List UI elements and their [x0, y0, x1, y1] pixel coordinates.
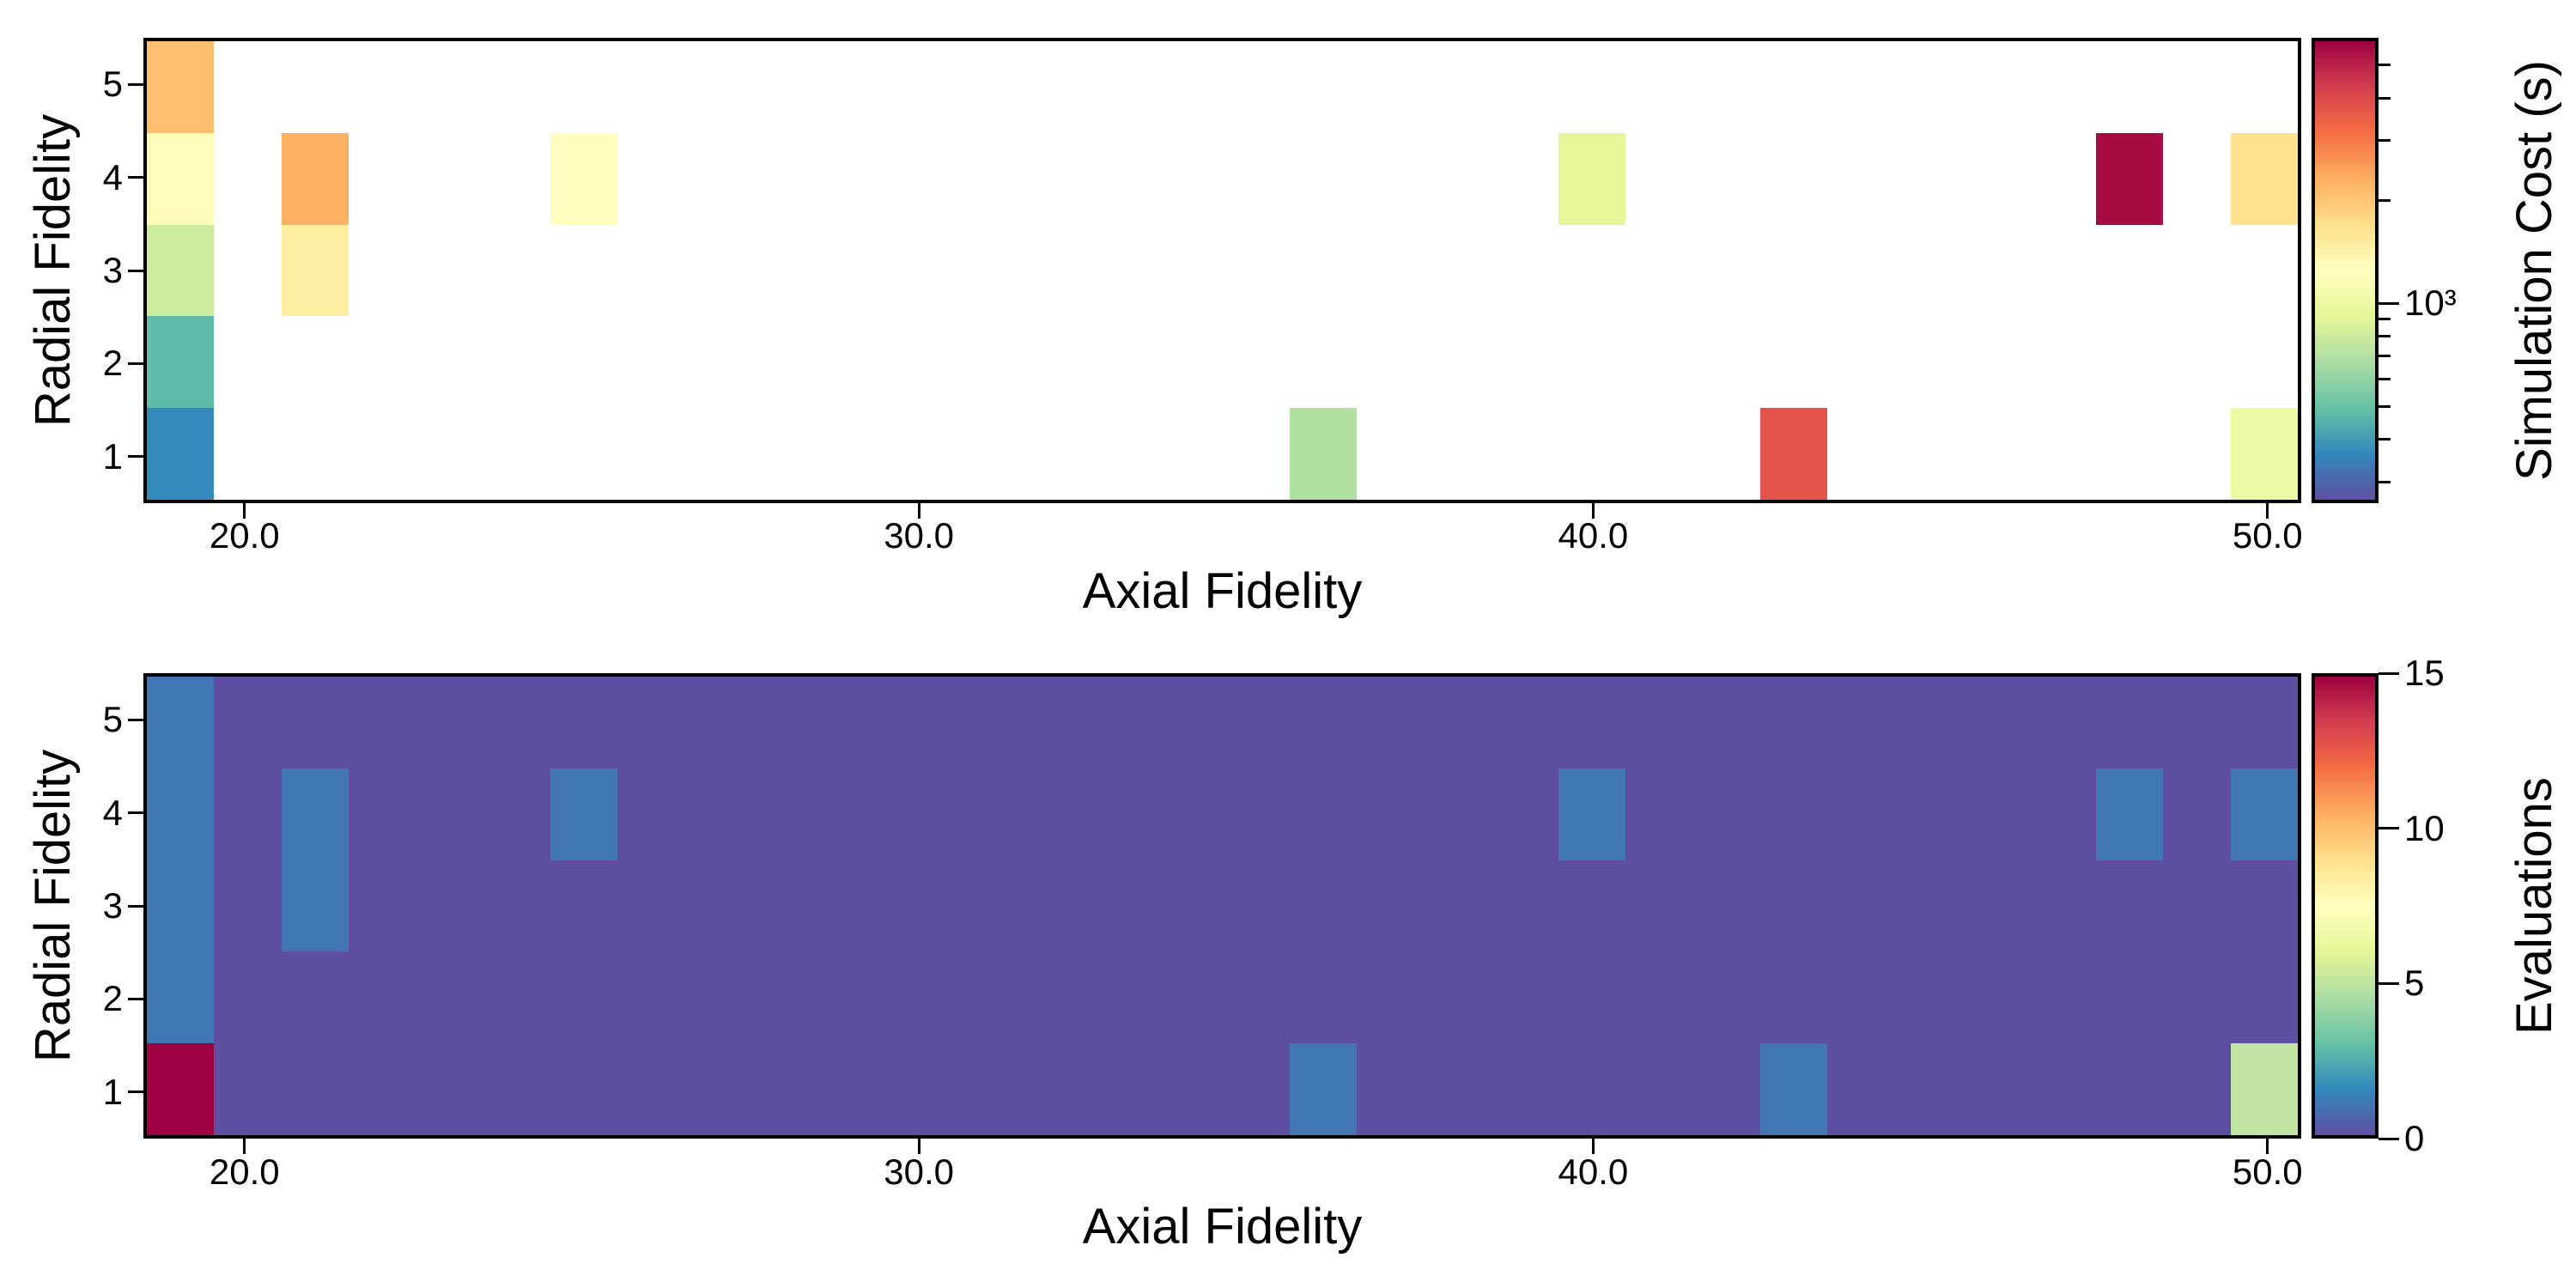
colorbar-minor-tick-500 — [2379, 404, 2391, 408]
colorbar-label-evaluations: Evaluations — [2506, 777, 2562, 1035]
y-tick-2 — [128, 361, 143, 365]
heatmap-cell-evaluations-a21-r3 — [281, 860, 349, 952]
y-tick-label-3: 3 — [102, 250, 123, 290]
heatmap-cell-simulation-cost-a19-r1 — [147, 408, 215, 500]
y-tick-2 — [128, 997, 143, 1000]
colorbar-label-simulation-cost: Simulation Cost (s) — [2506, 60, 2562, 481]
x-tick-label-40.0: 40.0 — [1558, 515, 1629, 556]
y-tick-4 — [128, 811, 143, 815]
y-tick-label-4: 4 — [102, 792, 123, 833]
colorbar-minor-tick-3000 — [2379, 139, 2391, 143]
simulation-cost-heatmap — [143, 38, 2301, 503]
x-tick-label-40.0: 40.0 — [1558, 1151, 1629, 1192]
colorbar-major-tick-15 — [2379, 671, 2399, 675]
heatmap-cell-evaluations-a19-r2 — [147, 951, 215, 1044]
colorbar-tick-label-10: 10 — [2404, 807, 2445, 848]
heatmap-cell-simulation-cost-a40-r4 — [1558, 132, 1626, 225]
y-tick-5 — [128, 718, 143, 721]
colorbar-minor-tick-2000 — [2379, 199, 2391, 203]
heatmap-cell-simulation-cost-a50-r4 — [2230, 132, 2298, 225]
colorbar-tick-label-0: 0 — [2404, 1118, 2425, 1158]
x-tick-label-50.0: 50.0 — [2232, 1151, 2303, 1192]
heatmap-cell-evaluations-a19-r4 — [147, 768, 215, 860]
colorbar-tick-label-10³: 10³ — [2404, 283, 2457, 324]
y-tick-label-1: 1 — [102, 1071, 123, 1112]
colorbar-tick-label-15: 15 — [2404, 653, 2445, 693]
heatmap-cell-simulation-cost-a50-r1 — [2230, 408, 2298, 500]
colorbar-minor-tick-700 — [2379, 355, 2391, 358]
heatmap-cell-simulation-cost-a21-r4 — [281, 132, 349, 225]
colorbar-minor-tick-4000 — [2379, 96, 2391, 100]
x-tick-30.0 — [917, 1139, 920, 1154]
y-tick-label-5: 5 — [102, 64, 123, 105]
heatmap-cell-evaluations-a25-r4 — [550, 768, 617, 860]
heatmap-cell-evaluations-a43-r1 — [1759, 1043, 1828, 1135]
colorbar-major-tick-10³ — [2379, 301, 2399, 305]
colorbar-major-tick-10 — [2379, 827, 2399, 830]
heatmap-cell-evaluations-a19-r1 — [147, 1043, 215, 1135]
heatmap-cell-simulation-cost-a21-r3 — [281, 224, 349, 317]
colorbar-minor-tick-400 — [2379, 438, 2391, 441]
y-tick-5 — [128, 82, 143, 86]
heatmap-cell-simulation-cost-a48-r4 — [2096, 132, 2164, 225]
evaluations-cells — [147, 677, 2298, 1135]
heatmap-cell-simulation-cost-a36-r1 — [1289, 408, 1358, 500]
x-tick-50.0 — [2266, 1139, 2269, 1154]
heatmap-cell-evaluations-a19-r5 — [147, 677, 215, 769]
colorbar-minor-tick-900 — [2379, 318, 2391, 321]
y-tick-label-5: 5 — [102, 699, 123, 740]
heatmap-cell-simulation-cost-a43-r1 — [1759, 408, 1828, 500]
heatmap-cell-evaluations-a50-r1 — [2230, 1043, 2298, 1135]
heatmap-cell-evaluations-a21-r4 — [281, 768, 349, 860]
heatmap-cell-simulation-cost-a19-r5 — [147, 41, 215, 133]
evaluations-heatmap — [143, 673, 2301, 1139]
y-tick-label-4: 4 — [102, 156, 123, 197]
y-tick-1 — [128, 1091, 143, 1094]
x-tick-label-30.0: 30.0 — [884, 515, 954, 556]
simulation-cost-cells — [147, 41, 2298, 500]
y-tick-1 — [128, 455, 143, 459]
colorbar-minor-tick-600 — [2379, 378, 2391, 381]
x-tick-40.0 — [1591, 503, 1595, 519]
heatmap-cell-simulation-cost-a19-r3 — [147, 224, 215, 317]
x-tick-label-50.0: 50.0 — [2232, 515, 2303, 556]
x-tick-50.0 — [2266, 503, 2269, 519]
evaluations-colorbar — [2312, 673, 2379, 1139]
colorbar-minor-tick-300 — [2379, 480, 2391, 483]
y-tick-label-1: 1 — [102, 435, 123, 477]
y-tick-label-2: 2 — [102, 978, 123, 1019]
y-tick-label-3: 3 — [102, 885, 123, 926]
colorbar-minor-tick-800 — [2379, 335, 2391, 338]
x-tick-20.0 — [243, 503, 246, 519]
colorbar-major-tick-5 — [2379, 981, 2399, 985]
heatmap-cell-evaluations-a36-r1 — [1289, 1043, 1358, 1135]
heatmap-cell-simulation-cost-a19-r4 — [147, 132, 215, 225]
colorbar-minor-tick-5000 — [2379, 63, 2391, 66]
heatmap-cell-evaluations-a40-r4 — [1558, 768, 1626, 860]
y-tick-4 — [128, 176, 143, 179]
x-tick-20.0 — [243, 1139, 246, 1154]
heatmap-cell-evaluations-a48-r4 — [2096, 768, 2164, 860]
heatmap-cell-simulation-cost-a25-r4 — [550, 132, 617, 225]
x-axis-label-bottom: Axial Fidelity — [1082, 1199, 1363, 1255]
y-tick-3 — [128, 904, 143, 908]
x-tick-40.0 — [1591, 1139, 1595, 1154]
y-tick-3 — [128, 269, 143, 272]
heatmap-cell-evaluations-a50-r4 — [2230, 768, 2298, 860]
colorbar-tick-label-5: 5 — [2404, 963, 2425, 1004]
simulation-cost-colorbar — [2312, 38, 2379, 503]
x-tick-label-20.0: 20.0 — [209, 515, 280, 556]
heatmap-cell-simulation-cost-a19-r2 — [147, 316, 215, 409]
colorbar-major-tick-0 — [2379, 1137, 2399, 1140]
x-tick-label-30.0: 30.0 — [884, 1151, 954, 1192]
x-axis-label-top: Axial Fidelity — [1082, 563, 1363, 619]
y-tick-label-2: 2 — [102, 343, 123, 384]
heatmap-cell-evaluations-a19-r3 — [147, 860, 215, 952]
x-tick-label-20.0: 20.0 — [209, 1151, 280, 1192]
x-tick-30.0 — [917, 503, 920, 519]
